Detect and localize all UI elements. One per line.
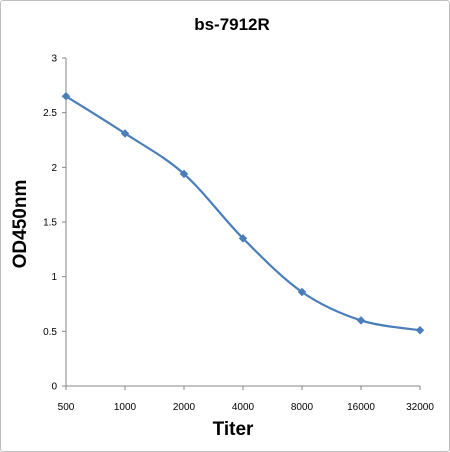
data-point-marker [297,287,307,297]
data-point-marker [238,234,248,243]
data-point-marker [356,316,366,325]
x-axis-title: Titer [213,419,254,440]
data-point-marker [61,91,71,101]
data-point-marker [179,169,189,179]
y-axis-title: OD450nm [10,180,31,269]
x-tick-label: 4000 [232,402,255,413]
y-tick-label: 1 [51,272,57,283]
plot-area: 0 0.5 1 1.5 2 2.5 3 500 1000 2000 4000 8000 16000 320… [43,54,434,414]
y-tick-label: 3 [51,54,57,65]
x-tick-label: 500 [58,402,75,413]
x-tick-label: 32000 [406,402,434,413]
x-tick-label: 2000 [173,402,196,413]
chart-title: bs-7912R [194,15,270,34]
x-tick-label: 16000 [347,402,375,413]
data-point-marker [120,129,130,138]
y-tick-label: 0.5 [43,327,57,338]
x-tick-label: 1000 [114,402,137,413]
y-tick-label: 0 [51,382,57,393]
x-tick-label: 8000 [291,402,314,413]
data-point-marker [415,325,425,335]
y-tick-label: 2.5 [43,108,57,119]
y-tick-label: 1.5 [43,218,57,229]
y-tick-label: 2 [51,163,57,174]
series-line [64,95,422,332]
